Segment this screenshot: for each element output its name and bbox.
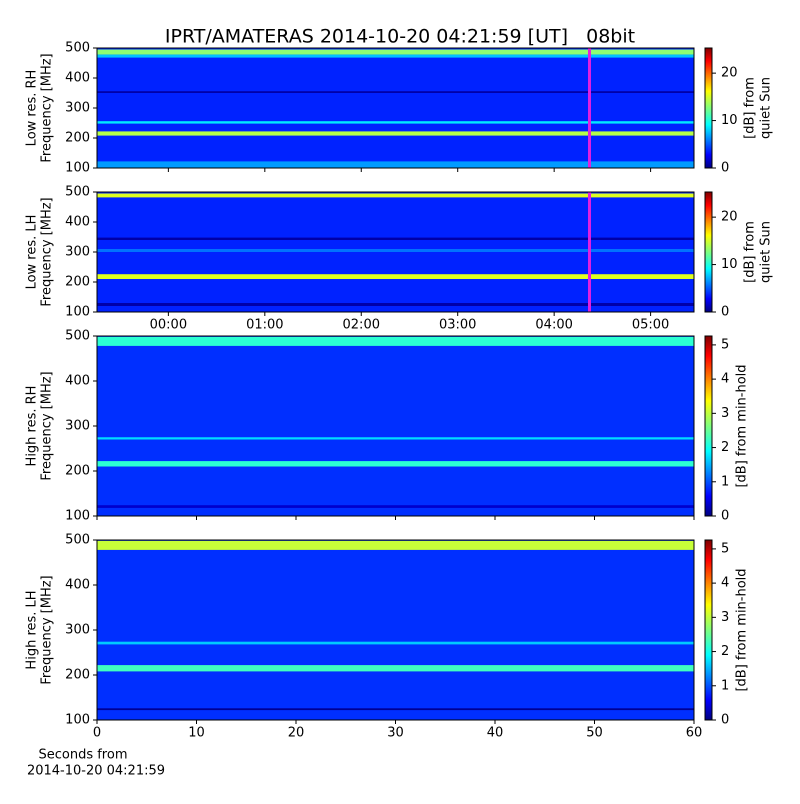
y-axis-label: Frequency [MHz] [40,53,55,162]
colorbar [704,47,713,169]
colorbar-tick-label: 0 [721,161,729,176]
y-tick-label: 400 [65,578,90,593]
x-tick-label: 50 [586,726,603,741]
y-tick-label: 300 [65,101,90,116]
y-axis-label: Frequency [MHz] [40,197,55,306]
x-tick-label: 03:00 [439,318,476,333]
y-tick-label: 100 [65,161,90,176]
spectral-band [97,303,694,306]
spectral-band [97,161,694,168]
spectrogram-background [97,540,694,720]
spectral-band [97,91,694,93]
y-tick-label: 100 [65,305,90,320]
spectral-band [97,461,694,467]
spectral-band [97,121,694,124]
y-tick-label: 400 [65,374,90,389]
colorbar-tick-label: 20 [721,66,738,81]
colorbar-tick-label: 3 [721,406,729,421]
y-tick-label: 200 [65,464,90,479]
y-axis-label: Low res. LH [25,215,40,290]
colorbar-label: [dB] from min-hold [735,568,750,691]
x-tick-label: 02:00 [343,318,380,333]
colorbar-tick-label: 0 [721,305,729,320]
spectral-band [97,708,694,711]
y-axis-label: Frequency [MHz] [40,371,55,480]
spectrogram-background [97,336,694,516]
colorbar-tick-label: 4 [721,372,729,387]
y-tick-label: 200 [65,275,90,290]
y-tick-label: 400 [65,215,90,230]
y-axis-label: Low res. RH [25,70,40,147]
x-tick-label: 40 [487,726,504,741]
y-tick-label: 100 [65,509,90,524]
y-tick-label: 500 [65,185,90,200]
colorbar-tick-label: 1 [721,474,729,489]
colorbar-label: quiet Sun [759,221,774,283]
y-tick-label: 200 [65,131,90,146]
spectral-band [97,249,694,252]
spectral-band [97,274,694,279]
y-tick-label: 200 [65,668,90,683]
x-tick-label: 04:00 [535,318,572,333]
y-tick-label: 500 [65,41,90,56]
colorbar-tick-label: 4 [721,576,729,591]
y-tick-label: 300 [65,623,90,638]
colorbar-tick-label: 10 [721,257,738,272]
y-axis-label: High res. RH [25,386,40,467]
colorbar-tick-label: 0 [721,509,729,524]
y-axis-label: Frequency [MHz] [40,575,55,684]
colorbar-tick-label: 0 [721,713,729,728]
x-tick-label: 60 [686,726,703,741]
spectral-band [97,237,694,240]
y-tick-label: 500 [65,533,90,548]
colorbar-tick-label: 2 [721,644,729,659]
spectral-band [97,131,694,136]
colorbar [704,335,713,517]
colorbar-tick-label: 5 [721,337,729,352]
colorbar [704,191,713,313]
y-tick-label: 300 [65,419,90,434]
chart-title: IPRT/AMATERAS 2014-10-20 04:21:59 [UT] 0… [165,26,635,48]
colorbar-tick-label: 5 [721,541,729,556]
y-axis-label: High res. LH [25,590,40,669]
spectrogram-background [97,48,694,168]
x-tick-label: 30 [387,726,404,741]
spectral-band [97,336,694,346]
spectral-band [97,49,694,55]
spectral-band [97,54,694,58]
spectral-band [97,540,694,550]
colorbar-tick-label: 3 [721,610,729,625]
spectral-band [97,665,694,672]
spectral-band [97,193,694,198]
x-tick-label: 10 [188,726,205,741]
x-axis-label: Seconds from [38,748,127,763]
y-tick-label: 500 [65,329,90,344]
x-axis-label: 2014-10-20 04:21:59 [27,764,165,779]
colorbar [704,539,713,721]
y-tick-label: 400 [65,71,90,86]
x-tick-label: 0 [93,726,101,741]
x-tick-label: 01:00 [246,318,283,333]
x-tick-label: 05:00 [632,318,669,333]
colorbar-label: [dB] from [743,221,758,283]
colorbar-label: quiet Sun [759,77,774,139]
colorbar-label: [dB] from [743,77,758,139]
colorbar-tick-label: 10 [721,113,738,128]
colorbar-tick-label: 20 [721,210,738,225]
y-tick-label: 100 [65,713,90,728]
x-tick-label: 00:00 [150,318,187,333]
colorbar-tick-label: 1 [721,678,729,693]
colorbar-label: [dB] from min-hold [735,364,750,487]
spectral-band [97,437,694,440]
spectral-band [97,641,694,645]
x-tick-label: 20 [288,726,305,741]
colorbar-tick-label: 2 [721,440,729,455]
y-tick-label: 300 [65,245,90,260]
spectral-band [97,505,694,508]
